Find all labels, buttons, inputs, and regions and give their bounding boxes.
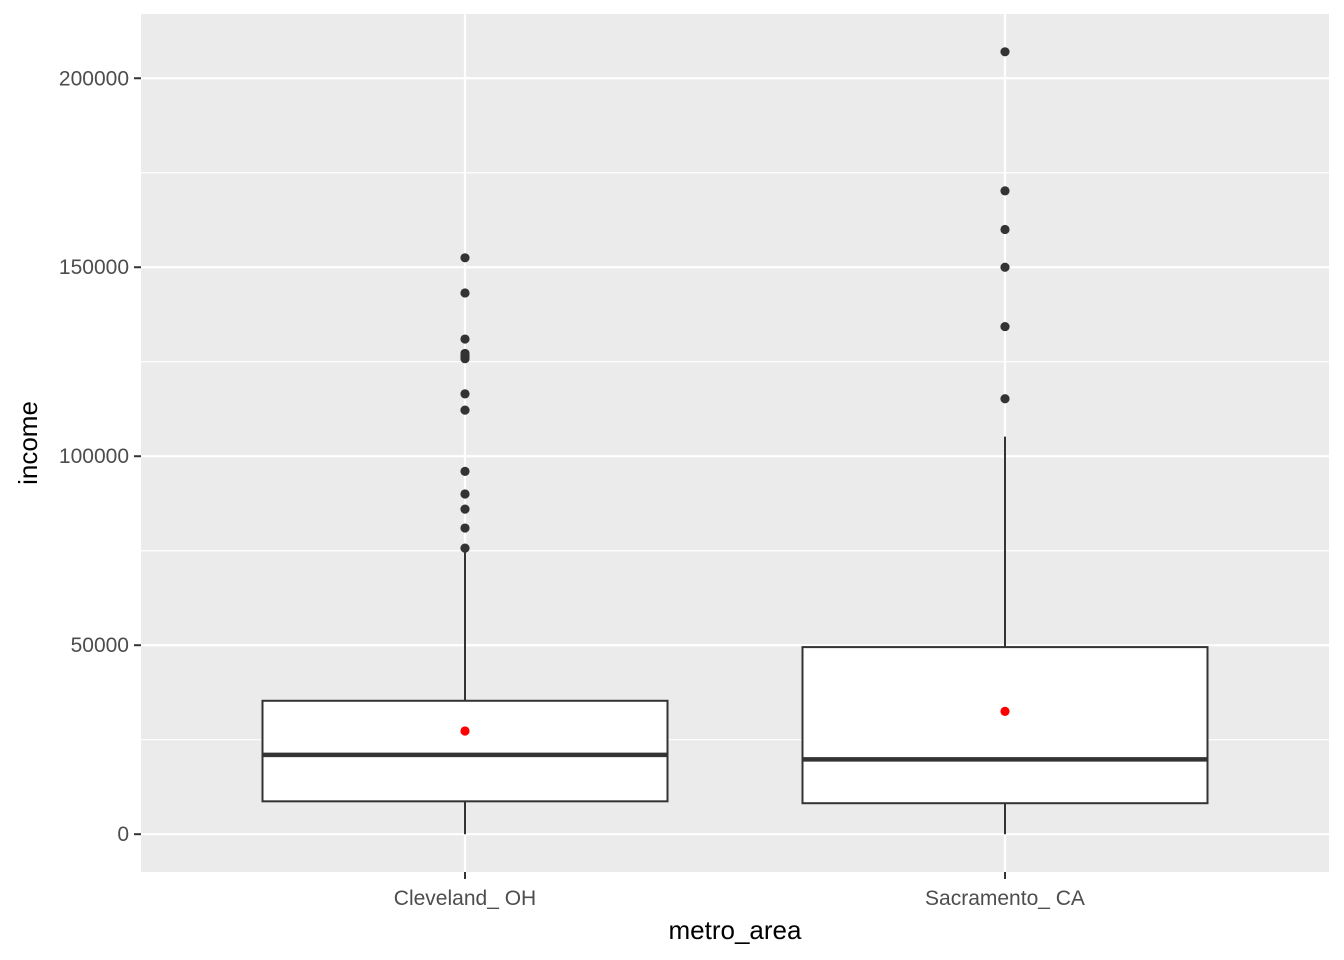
outlier-point bbox=[1000, 394, 1010, 404]
boxes bbox=[261, 47, 1209, 835]
outlier-point bbox=[460, 523, 470, 533]
outlier-point bbox=[1000, 321, 1010, 332]
outlier-point bbox=[1000, 186, 1010, 196]
outlier-point bbox=[460, 405, 470, 415]
y-tick-label: 150000 bbox=[59, 256, 129, 279]
y-axis-title: income bbox=[13, 401, 43, 485]
box-iqr bbox=[801, 646, 1209, 805]
mean-point bbox=[1000, 706, 1010, 716]
outlier-point bbox=[460, 288, 470, 298]
outlier-point bbox=[460, 504, 470, 514]
outlier-point bbox=[460, 334, 470, 344]
y-tick-label: 50000 bbox=[71, 634, 129, 657]
box-group bbox=[801, 47, 1209, 835]
outlier-point bbox=[460, 466, 470, 476]
mean-point bbox=[460, 726, 470, 736]
outlier-point bbox=[460, 348, 470, 359]
outlier-point bbox=[1000, 224, 1010, 235]
outlier-point bbox=[1000, 47, 1010, 57]
outlier-point bbox=[460, 543, 470, 553]
box-iqr bbox=[261, 699, 669, 803]
y-axis: 0 50000 100000 150000 200000 bbox=[59, 67, 141, 846]
outlier-point bbox=[460, 389, 470, 399]
x-axis-title: metro_area bbox=[669, 915, 802, 945]
x-tick-label: Cleveland_ OH bbox=[394, 887, 536, 910]
outlier-point bbox=[1000, 262, 1010, 272]
outlier-point bbox=[460, 253, 470, 263]
y-tick-label: 200000 bbox=[59, 67, 129, 90]
outlier-point bbox=[460, 489, 470, 499]
y-tick-label: 0 bbox=[117, 823, 129, 846]
x-axis: Cleveland_ OH Sacramento_ CA bbox=[394, 872, 1085, 910]
y-tick-label: 100000 bbox=[59, 445, 129, 468]
box-group bbox=[261, 253, 669, 835]
x-tick-label: Sacramento_ CA bbox=[925, 887, 1085, 910]
